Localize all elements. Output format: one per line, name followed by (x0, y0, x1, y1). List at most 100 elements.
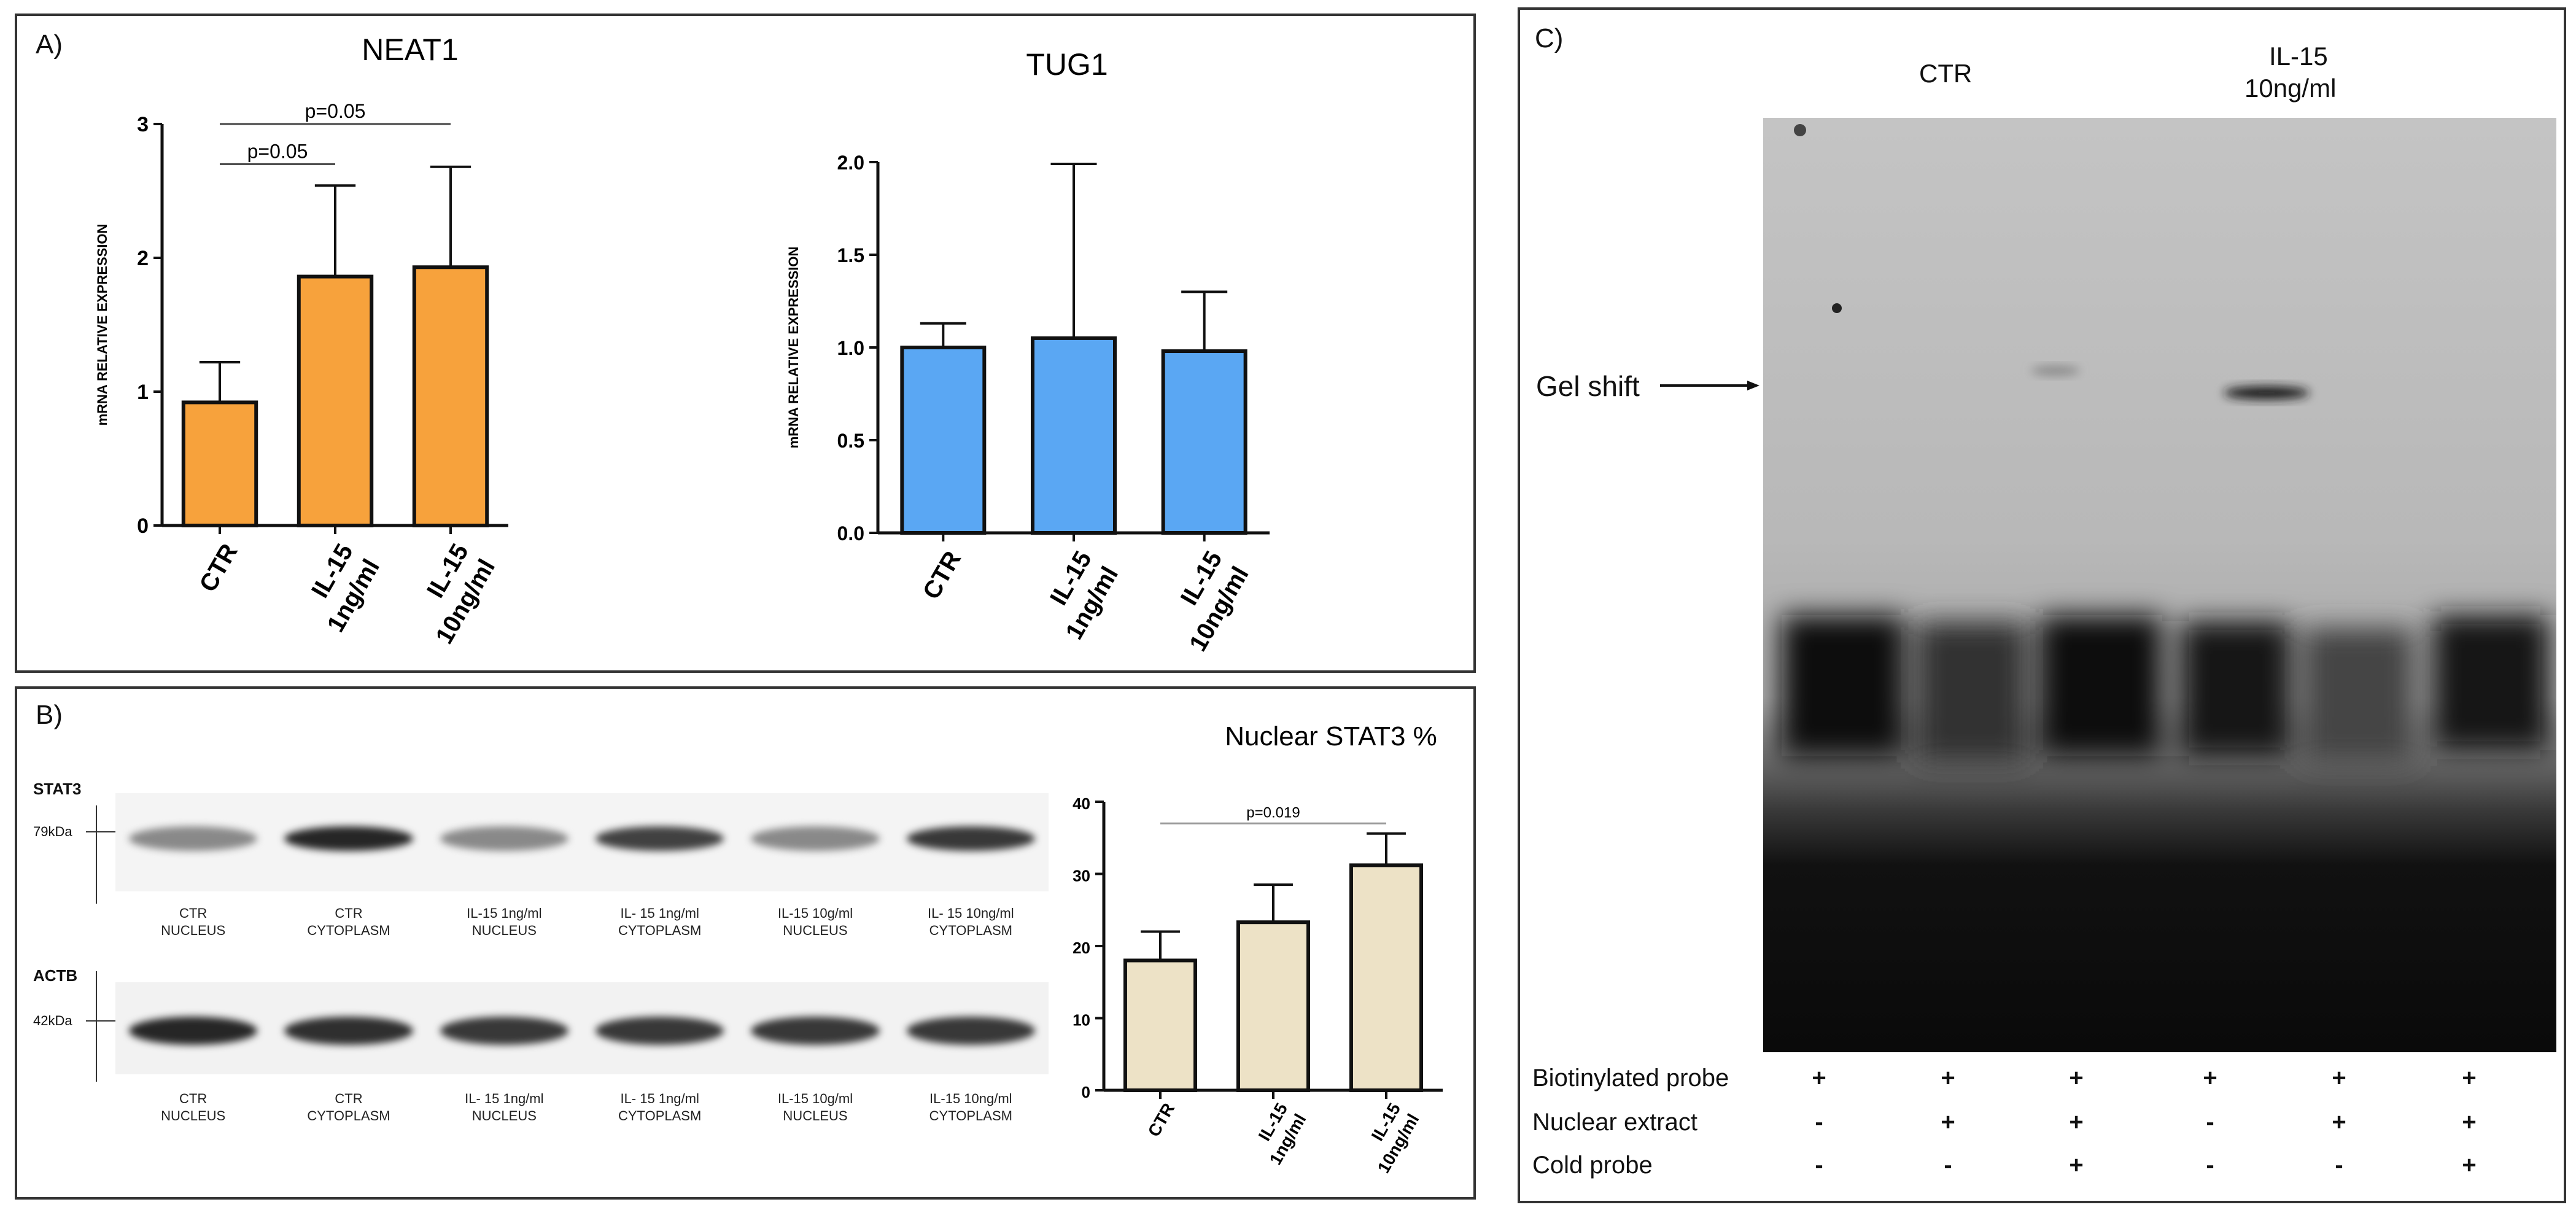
stat3-lane-label-line: CTR (335, 906, 363, 921)
stat3-bar (1236, 920, 1311, 1092)
panel-a-charts: NEAT1 mRNA RELATIVE EXPRESSION 0 1 2 3 CTR IL-1… (95, 33, 1270, 656)
neat1-p-value: p=0.05 (305, 100, 366, 122)
group-label-il15-line1: IL-15 (2269, 42, 2328, 71)
stat3-lane-label-line: IL- 15 1ng/ml (620, 906, 699, 921)
stat3-lane-label: IL-15 1ng/ml NUCLEUS (427, 905, 582, 939)
blot-side-line (96, 971, 97, 1082)
actb-blot-band (596, 1017, 724, 1045)
group-label-il15-line2: 10ng/ml (2244, 74, 2337, 103)
tug1-bar (900, 346, 987, 535)
emsa-cell: + (2069, 1152, 2084, 1179)
tug1-bar (1161, 349, 1247, 535)
emsa-cell: + (2462, 1152, 2477, 1179)
panel-c-letter: C) (1535, 23, 1564, 53)
panel-a: A) NEAT1 mRNA RELATIVE EXPRESSION 0 1 2 3 CTR I… (15, 14, 1476, 673)
emsa-cell: - (2335, 1152, 2343, 1179)
actb-lane-label: IL-15 10ng/ml CYTOPLASM (893, 1090, 1049, 1125)
tug1-title: TUG1 (1026, 47, 1108, 82)
stat3-ytick-label: 20 (1073, 939, 1090, 957)
emsa-cell: + (1941, 1065, 1955, 1092)
blot-kda-tick (86, 1020, 115, 1022)
emsa-gel-image (1763, 118, 2556, 1052)
emsa-cell: + (2462, 1065, 2477, 1092)
neat1-bar (412, 265, 489, 527)
emsa-cell: + (2203, 1065, 2217, 1092)
emsa-cell: - (1815, 1109, 1823, 1136)
stat3-lane-label-line: CYTOPLASM (618, 923, 702, 938)
blot-kda-stat3: 79kDa (33, 824, 72, 839)
emsa-row-label: Biotinylated probe (1532, 1065, 1729, 1092)
emsa-cell: + (2069, 1109, 2084, 1136)
stat3-ytick-label: 10 (1073, 1011, 1090, 1030)
stat3-ytick-label: 40 (1073, 794, 1090, 813)
actb-lane-label-line: NUCLEUS (161, 1108, 226, 1123)
tug1-ytick-label: 1.0 (837, 337, 864, 359)
stat3-ytick-label: 0 (1082, 1083, 1090, 1101)
western-blot-actb (115, 982, 1049, 1074)
stat3-lane-label-line: IL-15 1ng/ml (467, 906, 542, 921)
stat3-blot-band (284, 826, 413, 851)
tug1-ytick-label: 2.0 (837, 152, 864, 174)
emsa-cell: - (1944, 1152, 1952, 1179)
blot-row-name-stat3: STAT3 (33, 780, 82, 798)
stat3-lane-label: IL-15 10g/ml NUCLEUS (737, 905, 893, 939)
actb-blot-band (906, 1017, 1035, 1045)
emsa-cell: + (2332, 1109, 2346, 1136)
stat3-bar (1123, 958, 1198, 1092)
stat3-lane-label: IL- 15 1ng/ml CYTOPLASM (582, 905, 737, 939)
actb-lane-label-line: IL-15 10g/ml (777, 1091, 853, 1106)
neat1-ylabel: mRNA RELATIVE EXPRESSION (95, 224, 110, 426)
actb-lane-label-line: CTR (179, 1091, 208, 1106)
actb-lane-label: CTR NUCLEUS (115, 1090, 271, 1125)
neat1-ytick-label: 1 (137, 381, 149, 404)
neat1-p-value: p=0.05 (247, 140, 308, 162)
stat3-title: Nuclear STAT3 % (1225, 721, 1437, 751)
panel-a-letter: A) (36, 29, 63, 60)
stat3-blot-band (906, 826, 1035, 851)
group-label-ctr: CTR (1919, 59, 1973, 88)
stat3-lane-label: CTR NUCLEUS (115, 905, 271, 939)
tug1-chart: TUG1 mRNA RELATIVE EXPRESSION 0.0 0.5 1.0 1.5… (786, 47, 1270, 656)
stat3-category-label: IL-151ng/ml (1247, 1100, 1309, 1168)
panel-b: B) STAT3 79kDa ACTB 42kDa CTR NUCLEUS CTR C… (15, 686, 1476, 1200)
actb-blot-band (129, 1017, 258, 1045)
actb-blot-band (751, 1017, 880, 1045)
stat3-lane-label-line: NUCLEUS (783, 923, 848, 938)
actb-lane-label-line: IL- 15 1ng/ml (465, 1091, 544, 1106)
emsa-cell: + (2462, 1109, 2477, 1136)
emsa-cell: + (1812, 1065, 1826, 1092)
neat1-category-label: CTR (195, 539, 243, 596)
stat3-category-label: IL-1510ng/ml (1355, 1100, 1422, 1177)
blot-side-line (96, 805, 97, 904)
tug1-bar (1031, 336, 1117, 535)
neat1-ytick-label: 2 (137, 247, 149, 270)
nuclear-stat3-chart: Nuclear STAT3 % 0 10 20 30 40 CTR IL-151ng/ml IL… (1073, 721, 1443, 1177)
emsa-cell: + (1941, 1109, 1955, 1136)
western-blot-stat3 (115, 793, 1049, 891)
actb-lane-label-line: CYTOPLASM (618, 1108, 702, 1123)
tug1-category-label: CTR (918, 546, 966, 603)
stat3-lane-label-line: IL- 15 10ng/ml (928, 906, 1014, 921)
gel-shift-arrow (1660, 381, 1759, 390)
actb-lane-label: IL- 15 1ng/ml CYTOPLASM (582, 1090, 737, 1125)
emsa-row-label: Nuclear extract (1532, 1109, 1697, 1136)
stat3-blot-band (596, 826, 724, 851)
stat3-p-value: p=0.019 (1246, 804, 1300, 821)
stat3-lane-label-line: NUCLEUS (161, 923, 226, 938)
actb-lane-label-line: CYTOPLASM (929, 1108, 1012, 1123)
neat1-title: NEAT1 (362, 33, 458, 67)
stat3-category-label: CTR (1144, 1100, 1179, 1140)
actb-lane-label-line: NUCLEUS (783, 1108, 848, 1123)
neat1-ytick-label: 0 (137, 514, 149, 538)
tug1-category-label: IL-1510ng/ml (1158, 547, 1254, 656)
actb-lane-label-line: IL-15 10ng/ml (929, 1091, 1012, 1106)
emsa-cell: + (2069, 1065, 2084, 1092)
free-probe-bands (1782, 615, 2549, 762)
neat1-category-label: IL-151ng/ml (295, 540, 385, 637)
actb-blot-band (284, 1017, 413, 1045)
stat3-lane-label: CTR CYTOPLASM (271, 905, 426, 939)
neat1-bar (181, 400, 258, 527)
panel-b-letter: B) (36, 700, 63, 730)
neat1-category-label: IL-1510ng/ml (404, 540, 500, 649)
actb-lane-label-line: NUCLEUS (471, 1108, 537, 1123)
